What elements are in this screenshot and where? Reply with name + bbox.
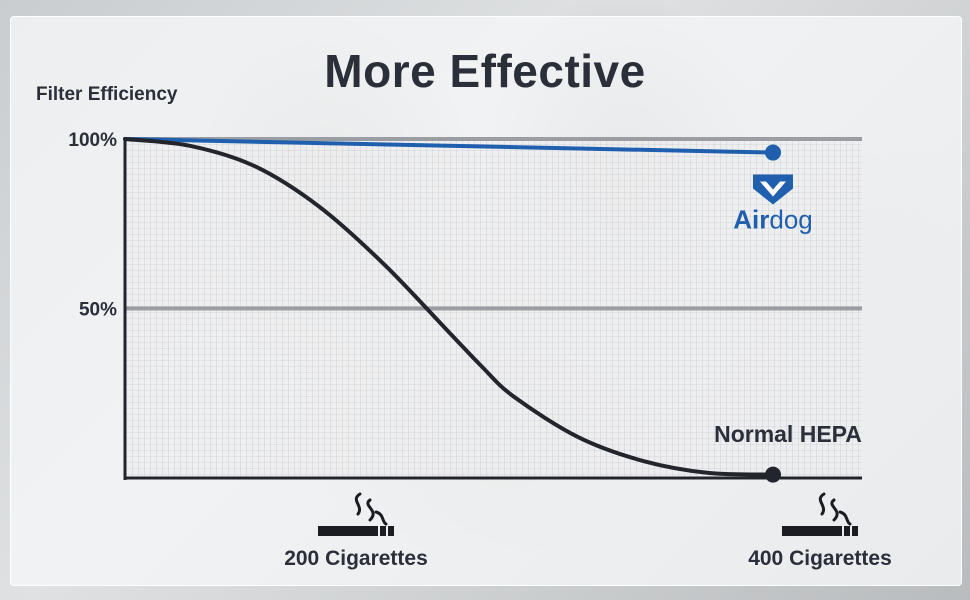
airdog-brand-text: Airdog [733,205,813,235]
cigarette-smoke-icon [782,492,858,536]
x-category-label-200: 200 Cigarettes [284,547,428,570]
series-line-airdog [123,137,775,155]
normal-hepa-label: Normal HEPA [714,421,862,447]
series-line-normal-hepa [123,137,775,477]
series-endpoint-airdog [765,144,781,161]
x-category-label-400: 400 Cigarettes [748,547,892,570]
cigarette-smoke-icon [318,492,394,536]
airdog-brand-dog: dog [769,205,812,235]
chart-title: More Effective [324,45,646,97]
series-endpoint-normal-hepa [765,466,781,483]
airdog-brand-air: Air [733,205,769,235]
y-tick-label-50: 50% [79,300,117,321]
y-axis-label: Filter Efficiency [36,84,178,105]
y-tick-label-100: 100% [68,130,117,151]
airdog-logo-icon [753,174,793,205]
